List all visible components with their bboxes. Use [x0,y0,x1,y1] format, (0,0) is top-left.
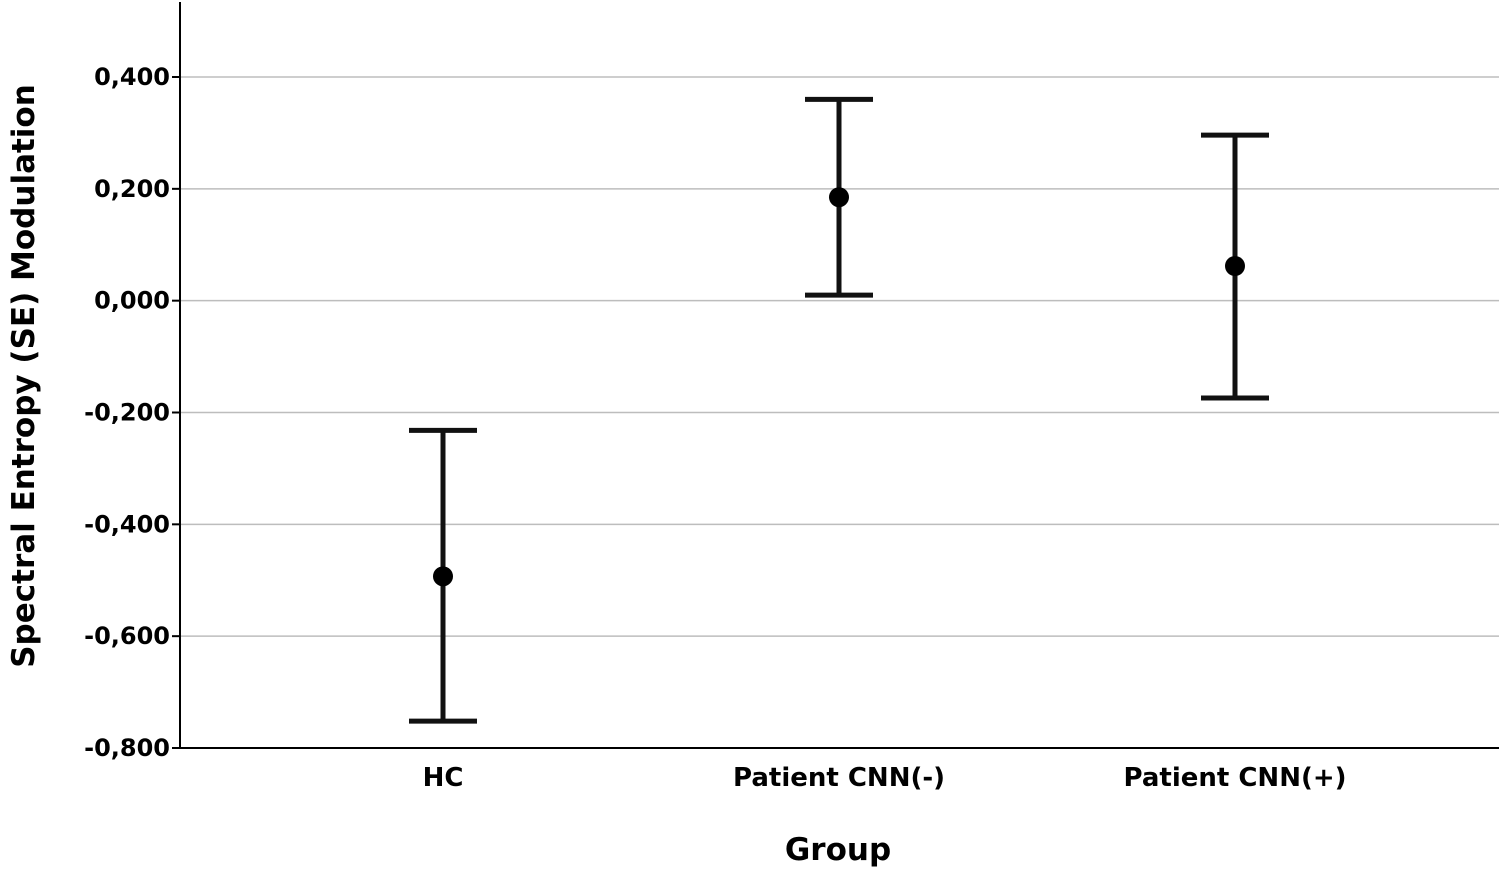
error-bar [409,427,477,724]
y-tick-label: 0,400 [94,63,170,91]
mean-point [433,566,453,587]
gridlines [180,76,1499,637]
y-tick-label: -0,400 [84,510,170,538]
x-axis-title: Group [785,832,891,868]
y-tick-label: -0,200 [84,399,170,427]
mean-point [829,187,849,208]
x-tick-label: Patient CNN(-) [733,763,945,793]
mean-point [1225,255,1245,276]
y-tick-label: -0,800 [84,734,170,762]
error-bar [1201,132,1269,401]
error-bar-series [409,96,1269,724]
y-tick-label: -0,600 [84,622,170,650]
y-tick-labels: 0,400 0,200 0,000 -0,200 -0,400 -0,600 -0,800 [84,63,180,762]
x-tick-labels: HC Patient CNN(-) Patient CNN(+) [423,763,1347,793]
axes [179,2,1499,749]
y-axis-title: Spectral Entropy (SE) Modulation [6,84,42,668]
y-tick-label: 0,000 [94,287,170,315]
error-bar [805,96,873,298]
x-tick-label: Patient CNN(+) [1123,763,1346,793]
y-tick-label: 0,200 [94,175,170,203]
x-tick-label: HC [423,763,464,793]
